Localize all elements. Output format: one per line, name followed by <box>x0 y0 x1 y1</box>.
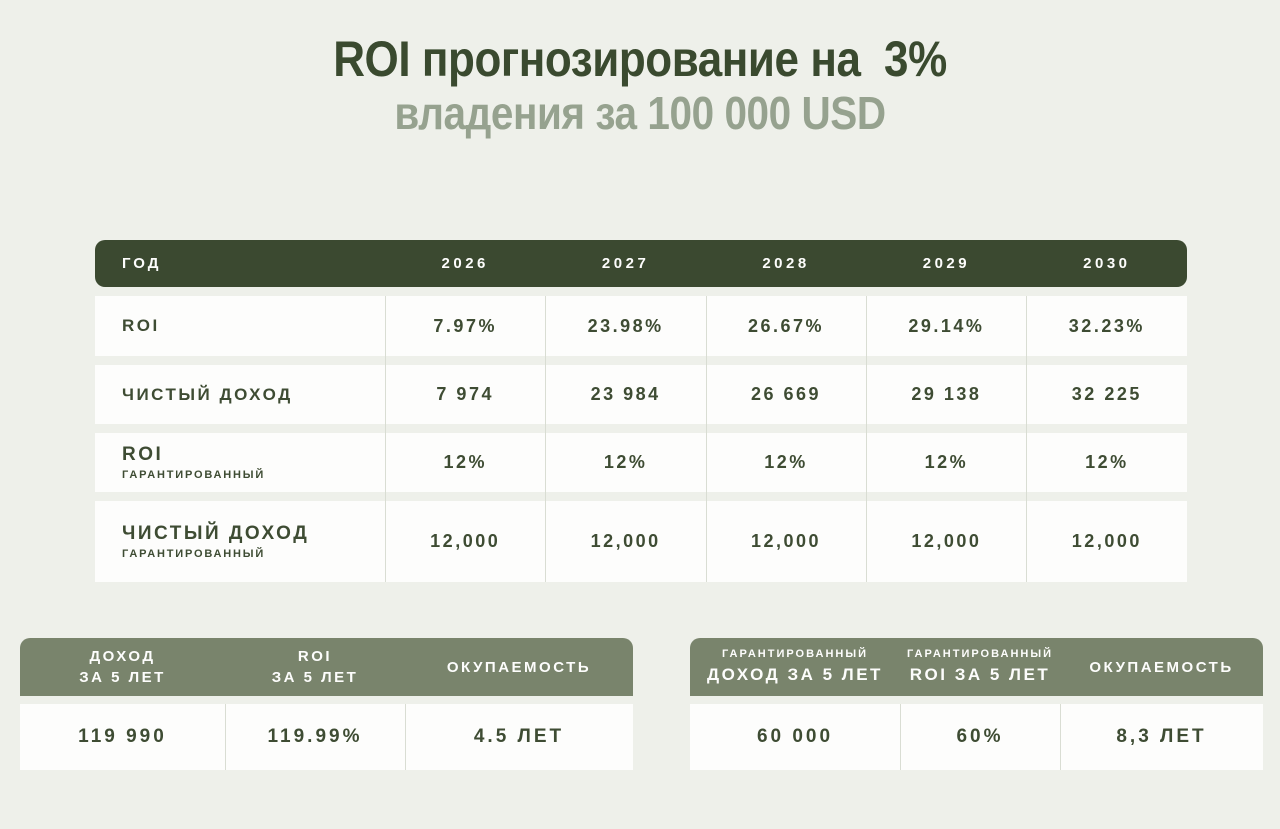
column-header-2028: 2028 <box>762 255 810 272</box>
summary-right-values: 60 000 60% 8,3 ЛЕТ <box>690 704 1263 770</box>
cell-roi-guar-2030: 12% <box>1085 452 1129 472</box>
header-line: ЗА 5 ЛЕТ <box>271 669 359 686</box>
header-line: ГАРАНТИРОВАННЫЙ <box>906 648 1054 661</box>
cell-roi-guar-2029: 12% <box>924 452 969 472</box>
header-line: ДОХОД <box>89 648 156 665</box>
cell-roi-2028: 26.67% <box>747 315 825 336</box>
cell-roi-2029: 29.14% <box>908 315 985 336</box>
column-header-2030: 2030 <box>1083 255 1131 272</box>
header-line: ЗА 5 ЛЕТ <box>79 669 166 686</box>
row-label-income-guaranteed: ЧИСТЫЙ ДОХОД ГАРАНТИРОВАННЫЙ <box>95 523 385 560</box>
cell-roi-guar-2027: 12% <box>603 452 648 472</box>
cell-income-guar-2027: 12,000 <box>590 531 661 551</box>
header-roi-5y: ROI ЗА 5 ЛЕТ <box>225 646 405 688</box>
summary-right-body: 60 000 60% 8,3 ЛЕТ <box>690 704 1263 770</box>
value-guar-roi-5y: 60% <box>956 726 1004 747</box>
column-header-2029: 2029 <box>922 255 971 272</box>
cell-income-2026: 7 974 <box>436 384 494 404</box>
cell-roi-2030: 32.23% <box>1068 315 1145 336</box>
row-sublabel-text: ГАРАНТИРОВАННЫЙ <box>122 469 266 481</box>
column-divider <box>866 296 867 582</box>
table-header-row: ГОД 2026 2027 2028 2029 2030 <box>95 240 1187 287</box>
cell-income-guar-2026: 12,000 <box>430 531 501 551</box>
column-header-2027: 2027 <box>601 255 650 272</box>
row-label-roi: ROI <box>95 316 385 336</box>
column-divider <box>900 704 901 770</box>
cell-income-guar-2029: 12,000 <box>911 531 982 551</box>
value-payback: 4.5 ЛЕТ <box>473 726 565 747</box>
column-divider <box>1026 296 1027 582</box>
summary-right-header: ГАРАНТИРОВАННЫЙ ДОХОД ЗА 5 ЛЕТ ГАРАНТИРО… <box>690 638 1263 696</box>
header-guar-income-5y: ГАРАНТИРОВАННЫЙ ДОХОД ЗА 5 ЛЕТ <box>690 647 900 686</box>
header-line: ROI ЗА 5 ЛЕТ <box>909 664 1051 684</box>
page-title-block: ROI прогнозирование на 3% владения за 10… <box>0 31 1280 139</box>
row-label-roi-guaranteed: ROI ГАРАНТИРОВАННЫЙ <box>95 444 385 481</box>
row-label-text: ЧИСТЫЙ ДОХОД <box>122 523 310 544</box>
table-body: ROI 7.97% 23.98% 26.67% 29.14% 32.23% ЧИ… <box>95 296 1187 582</box>
column-header-2026: 2026 <box>441 255 489 272</box>
header-line: ДОХОД ЗА 5 ЛЕТ <box>707 664 883 684</box>
column-divider <box>1060 704 1061 770</box>
roi-yearly-table: ГОД 2026 2027 2028 2029 2030 ROI 7.97% 2… <box>95 240 1187 582</box>
row-label-text: ЧИСТЫЙ ДОХОД <box>122 384 293 404</box>
row-sublabel-text: ГАРАНТИРОВАННЫЙ <box>122 548 266 560</box>
page-subtitle: владения за 100 000 USD <box>394 87 886 139</box>
column-divider <box>405 704 406 770</box>
header-line: ROI <box>297 648 333 665</box>
header-income-5y: ДОХОД ЗА 5 ЛЕТ <box>20 646 225 688</box>
header-payback: ОКУПАЕМОСТЬ <box>405 657 633 678</box>
cell-roi-2026: 7.97% <box>433 315 497 336</box>
header-payback-guar: ОКУПАЕМОСТЬ <box>1060 657 1263 678</box>
cell-roi-2027: 23.98% <box>587 315 664 336</box>
value-guar-income-5y: 60 000 <box>756 726 834 747</box>
column-divider <box>706 296 707 582</box>
table-row-roi: ROI 7.97% 23.98% 26.67% 29.14% 32.23% <box>95 296 1187 356</box>
row-label-text: ROI <box>122 316 160 335</box>
value-income-5y: 119 990 <box>78 726 167 747</box>
summary-table-5year: ДОХОД ЗА 5 ЛЕТ ROI ЗА 5 ЛЕТ ОКУПАЕМОСТЬ … <box>20 638 633 770</box>
summary-table-guaranteed-5year: ГАРАНТИРОВАННЫЙ ДОХОД ЗА 5 ЛЕТ ГАРАНТИРО… <box>690 638 1263 770</box>
cell-income-2028: 26 669 <box>750 384 822 404</box>
header-line: ОКУПАЕМОСТЬ <box>1089 658 1234 676</box>
summary-left-header: ДОХОД ЗА 5 ЛЕТ ROI ЗА 5 ЛЕТ ОКУПАЕМОСТЬ <box>20 638 633 696</box>
cell-roi-guar-2026: 12% <box>443 452 487 472</box>
header-line: ГАРАНТИРОВАННЫЙ <box>721 648 869 661</box>
cell-income-2030: 32 225 <box>1071 384 1142 404</box>
header-line: ОКУПАЕМОСТЬ <box>446 658 592 676</box>
column-divider <box>385 296 386 582</box>
column-divider <box>225 704 226 770</box>
table-row-income-guaranteed: ЧИСТЫЙ ДОХОД ГАРАНТИРОВАННЫЙ 12,000 12,0… <box>95 501 1187 582</box>
table-row-net-income: ЧИСТЫЙ ДОХОД 7 974 23 984 26 669 29 138 … <box>95 365 1187 424</box>
cell-roi-guar-2028: 12% <box>764 452 808 472</box>
table-row-roi-guaranteed: ROI ГАРАНТИРОВАННЫЙ 12% 12% 12% 12% 12% <box>95 433 1187 492</box>
header-guar-roi-5y: ГАРАНТИРОВАННЫЙ ROI ЗА 5 ЛЕТ <box>900 647 1060 686</box>
column-divider <box>545 296 546 582</box>
cell-income-guar-2030: 12,000 <box>1071 531 1142 551</box>
cell-income-guar-2028: 12,000 <box>750 531 822 551</box>
cell-income-2029: 29 138 <box>911 384 982 404</box>
page-title: ROI прогнозирование на 3% <box>333 31 947 87</box>
row-label-text: ROI <box>122 444 164 465</box>
cell-income-2027: 23 984 <box>590 384 661 404</box>
value-roi-5y: 119.99% <box>267 726 363 747</box>
summary-left-values: 119 990 119.99% 4.5 ЛЕТ <box>20 704 633 770</box>
value-payback-guar: 8,3 ЛЕТ <box>1116 726 1207 747</box>
row-label-net-income: ЧИСТЫЙ ДОХОД <box>95 385 385 405</box>
column-header-year-label: ГОД <box>122 255 162 272</box>
summary-left-body: 119 990 119.99% 4.5 ЛЕТ <box>20 704 633 770</box>
